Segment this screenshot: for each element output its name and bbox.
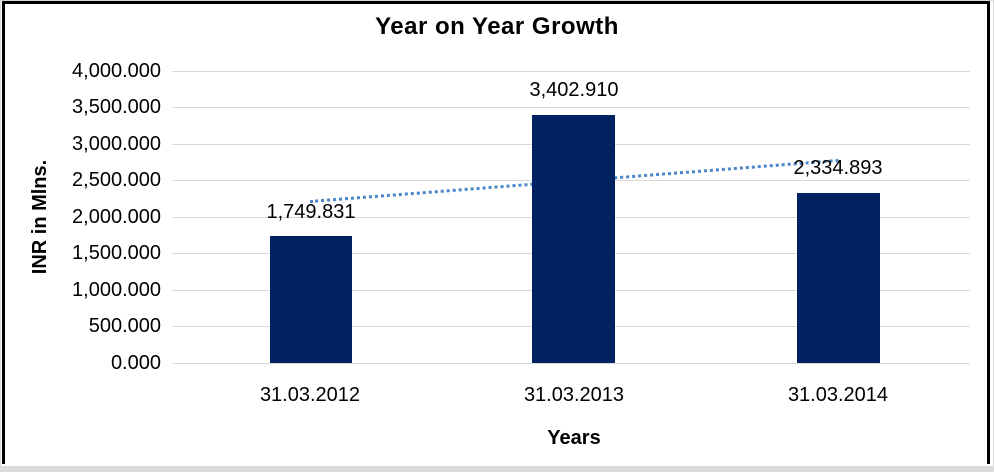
bar-2013 (532, 115, 615, 363)
bar-2012 (270, 236, 352, 363)
y-tick-label: 1,000.000 (72, 279, 161, 301)
gridline (172, 71, 970, 72)
page-bottom-edge (0, 466, 994, 472)
x-axis-line (172, 363, 970, 364)
y-tick-label: 2,500.000 (72, 169, 161, 191)
y-tick-label: 0.000 (110, 352, 161, 374)
bar-2014 (797, 193, 880, 363)
data-label-2013: 3,402.910 (529, 79, 619, 101)
x-tick-label: 31.03.2012 (259, 384, 361, 406)
data-label-2012: 1,749.831 (266, 201, 356, 223)
chart-title: Year on Year Growth (375, 13, 619, 40)
x-tick-label: 31.03.2014 (787, 384, 889, 406)
chart-border (2, 1, 990, 464)
y-tick-label: 3,500.000 (72, 96, 161, 118)
data-label-2014: 2,334.893 (793, 157, 883, 179)
y-tick-label: 2,000.000 (72, 206, 161, 228)
y-tick-label: 4,000.000 (72, 60, 161, 82)
x-tick-label: 31.03.2013 (523, 384, 625, 406)
y-axis-title: INR in Mlns. (29, 159, 51, 275)
y-tick-label: 500.000 (88, 315, 161, 337)
y-tick-label: 1,500.000 (72, 242, 161, 264)
gridline (172, 107, 970, 108)
y-tick-label: 3,000.000 (72, 133, 161, 155)
x-axis-title: Years (547, 427, 601, 449)
